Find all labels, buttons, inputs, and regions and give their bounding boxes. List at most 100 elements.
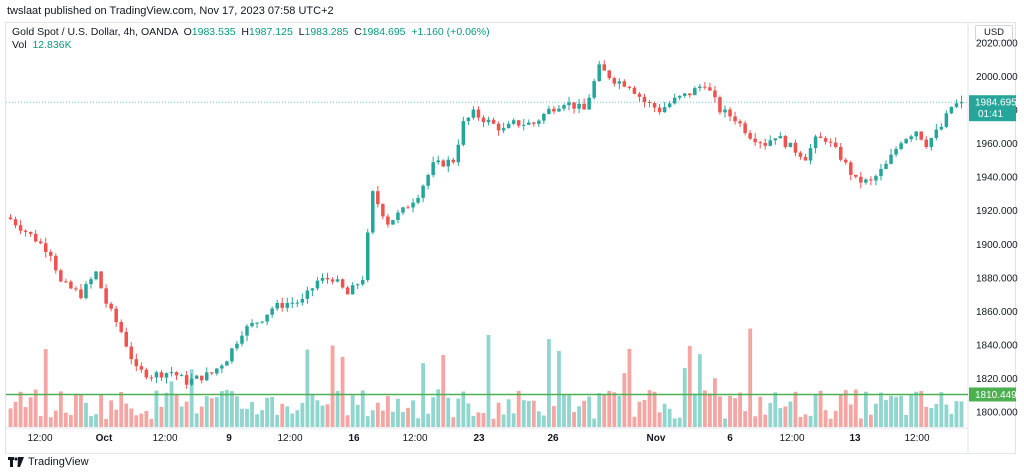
volume-bar <box>728 395 732 427</box>
candle-body <box>376 191 380 205</box>
volume-bar <box>924 406 929 427</box>
volume-bar <box>587 396 592 427</box>
candle-body <box>43 243 48 252</box>
candle-body <box>808 148 813 161</box>
time-tick-label: 12:00 <box>152 433 177 444</box>
candle-body <box>567 102 571 106</box>
volume-bar <box>934 403 939 427</box>
volume-bar <box>486 334 491 427</box>
candle-body <box>381 204 385 217</box>
volume-bar <box>793 391 798 427</box>
volume-bar <box>411 400 415 427</box>
support-line-group[interactable]: 1810.449 <box>6 387 1017 402</box>
time-tick-label: 12:00 <box>904 433 929 444</box>
candle-body <box>617 81 622 84</box>
candle-body <box>698 86 702 89</box>
volume-bar <box>858 418 863 427</box>
candle-body <box>904 139 908 144</box>
volume-bar <box>863 391 868 427</box>
candle-body <box>325 277 330 280</box>
volume-bar <box>874 403 878 427</box>
candle-body <box>49 251 53 256</box>
open-label: O <box>183 26 192 38</box>
candle-body <box>879 168 883 177</box>
candle-body <box>340 279 345 288</box>
candle-body <box>637 93 642 97</box>
time-tick-label: 12:00 <box>402 433 427 444</box>
volume-bar <box>738 392 743 427</box>
candle-body <box>441 160 445 167</box>
volume-bar <box>53 410 58 427</box>
volume-bar <box>260 410 265 427</box>
volume-bar <box>869 414 873 427</box>
currency-button[interactable]: USD <box>975 25 1013 41</box>
volume-bar <box>707 393 712 427</box>
volume-bar <box>959 401 964 427</box>
candle-body <box>79 289 83 299</box>
volume-bar <box>94 414 98 427</box>
candle-body <box>562 105 566 109</box>
volume-bar <box>597 393 602 427</box>
volume-bar <box>652 391 657 427</box>
candle-body <box>290 302 295 304</box>
volume-bar <box>104 418 109 427</box>
volume-bar <box>702 390 707 427</box>
candle-body <box>169 372 174 374</box>
footer-brand[interactable]: TradingView <box>8 456 89 468</box>
candle-body <box>627 86 632 88</box>
volume-bar <box>592 418 597 427</box>
volume-bar <box>526 400 531 427</box>
candle-body <box>386 216 390 225</box>
volume-bar <box>391 411 395 427</box>
volume-label[interactable]: Vol <box>12 39 27 51</box>
volume-bar <box>919 390 924 427</box>
volume-bar <box>63 412 68 427</box>
volume-bar <box>139 413 144 427</box>
candle-body <box>758 142 762 144</box>
candle-body <box>949 106 954 114</box>
volume-bar <box>843 390 848 427</box>
volume-bar <box>667 408 672 427</box>
symbol-name[interactable]: Gold Spot / U.S. Dollar, 4h, OANDA <box>12 26 178 38</box>
volume-bar <box>300 402 305 427</box>
volume-bar <box>642 399 647 427</box>
candle-body <box>708 87 712 91</box>
candle-body <box>315 280 320 289</box>
candle-body <box>889 154 893 164</box>
volume-bar <box>431 397 436 427</box>
candle-body <box>838 146 843 160</box>
candle-body <box>622 81 627 87</box>
volume-bar <box>370 410 375 427</box>
candle-body <box>23 230 28 232</box>
volume-bar <box>74 393 78 427</box>
volume-bar <box>114 409 119 427</box>
volume-bar <box>380 410 385 427</box>
candle-body <box>662 107 667 113</box>
volume-bar <box>743 411 748 427</box>
candle-body <box>270 308 274 315</box>
volume-bar <box>149 418 154 427</box>
volume-bar <box>179 406 184 427</box>
volume-bar <box>154 390 159 427</box>
candle-body <box>718 97 722 113</box>
volume-bar <box>8 408 13 427</box>
volume-bar <box>773 392 778 427</box>
candle-body <box>527 122 531 125</box>
candle-body <box>310 288 315 291</box>
volume-bar <box>124 403 129 427</box>
volume-bar <box>144 410 149 427</box>
volume-bar <box>129 408 134 427</box>
price-tick-label: 1800.000 <box>976 408 1018 419</box>
candle-body <box>537 120 541 124</box>
candle-body <box>461 121 466 145</box>
candle-body <box>104 288 108 304</box>
volume-bar <box>280 403 285 427</box>
candle-body <box>144 369 149 378</box>
candle-body <box>768 140 773 146</box>
candle-body <box>753 138 757 143</box>
candle-body <box>225 361 229 366</box>
volume-bar <box>798 416 803 427</box>
candle-body <box>436 160 440 163</box>
candle-body <box>652 103 657 108</box>
